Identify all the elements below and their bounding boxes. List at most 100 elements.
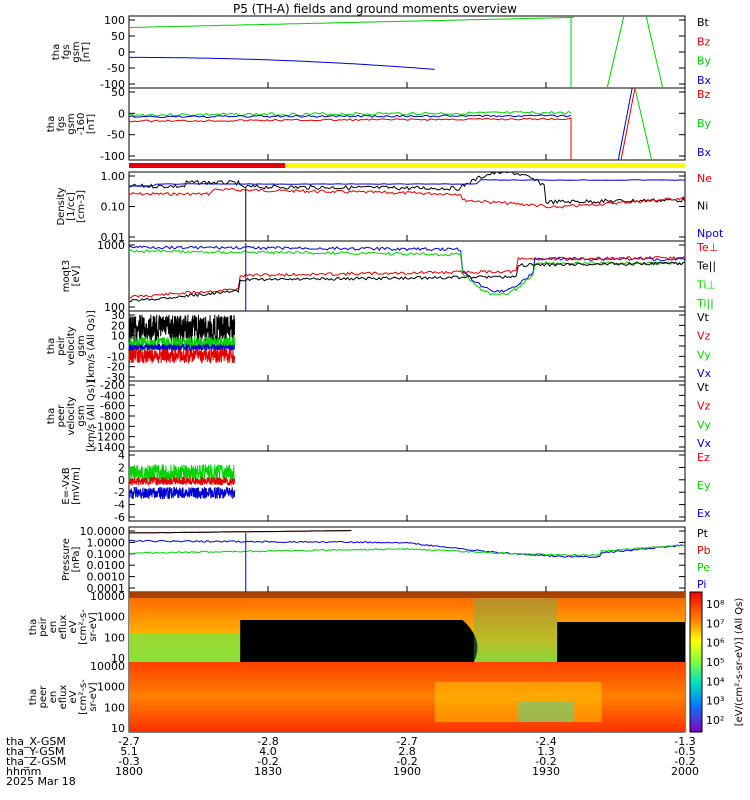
y-tick-label: -50 — [107, 129, 125, 142]
y-label-line: [cm-3] — [76, 190, 87, 223]
series-ti-perp — [128, 245, 686, 294]
xaxis-row-value: -2.7 — [396, 735, 417, 748]
legend-ey: Ey — [697, 479, 711, 492]
colorbar-tick: 10³ — [706, 695, 724, 708]
series-vt — [128, 314, 236, 343]
y-tick-label: 0.0010 — [87, 571, 126, 584]
y-label-line: peir — [56, 335, 67, 355]
y-label-line: sr-eV] — [88, 612, 99, 641]
y-tick-label: 0.1000 — [87, 548, 126, 561]
y-label-line: [1/cc] — [66, 192, 77, 221]
y-tick-label: 0.01 — [101, 231, 126, 244]
colorbar — [689, 591, 703, 733]
y-tick-label: 1000 — [97, 239, 125, 252]
legend-npot: Npot — [697, 227, 724, 240]
y-tick-label: 1.00 — [101, 170, 126, 183]
y-tick-label: -4 — [114, 499, 125, 512]
legend-ez: Ez — [697, 451, 710, 464]
chart-title: P5 (TH-A) fields and ground moments over… — [233, 2, 517, 16]
ion-low-energy-band — [129, 634, 241, 662]
y-label-line: tha — [51, 44, 62, 60]
xaxis-row-value: -0.2 — [257, 755, 278, 768]
y-tick-label: -800 — [100, 410, 125, 423]
series-ti-par — [128, 249, 686, 296]
series-te-par — [129, 261, 686, 303]
series-by — [128, 110, 572, 117]
xaxis-row-value: 1900 — [393, 765, 421, 778]
y-axis-label: tha peer en eflux eV [cm²-s-sr-eV] — [28, 679, 99, 715]
y-axis-label: tha peir en eflux eV [cm²-s-sr-eV] — [28, 609, 99, 645]
ion-no-count-region — [240, 620, 478, 662]
mode-bar-yellow — [285, 163, 685, 168]
xaxis-row-label: tha_X-GSM — [6, 735, 66, 748]
y-label-line: peer — [56, 404, 67, 428]
y-tick-label: 100 — [104, 301, 125, 314]
y-axis-label: tha peer velocity gsm [km/s (All Qs)] — [46, 380, 97, 452]
y-tick-label: 100 — [104, 14, 125, 27]
y-label-line: fgs — [61, 44, 72, 59]
xaxis-row-value: -1.3 — [674, 735, 695, 748]
y-tick-label: -1200 — [93, 431, 125, 444]
legend-by: By — [697, 55, 712, 68]
y-label-line: [mV/m] — [71, 467, 82, 505]
colorbar-label-group: [eV/(cm²-s-sr-eV)] (All Qs) — [734, 598, 745, 727]
colorbar-tick: 10⁴ — [706, 675, 725, 688]
y-label-line: velocity — [66, 396, 77, 435]
xaxis-row-value: 1830 — [254, 765, 282, 778]
y-label-line: tha — [46, 408, 57, 424]
y-tick-label: 0.0100 — [87, 559, 126, 572]
xaxis-row-value: -2.4 — [535, 735, 556, 748]
y-axis-label: moqt3 [eV] — [61, 260, 82, 293]
ion-no-count-region-2 — [557, 622, 685, 662]
y-label-line: [km/s (All Qs)] — [86, 310, 97, 382]
y-tick-label: 10 — [111, 330, 125, 343]
y-tick-label: -1400 — [93, 441, 125, 454]
y-label-line: tha — [46, 338, 57, 354]
panel-3: 1.00 0.10 0.01 Density [1/cc] [cm-3] Ne Ni Npot — [56, 170, 724, 244]
y-axis-label: tha fgs gsm -160 [nT] — [46, 113, 97, 136]
y-tick-label: -100 — [100, 78, 125, 91]
y-tick-label: -200 — [100, 379, 125, 392]
legend-vy: Vy — [697, 348, 711, 361]
y-label-line: [cm²-s- — [78, 609, 89, 645]
y-tick-label: -400 — [100, 389, 125, 402]
ion-top-band — [129, 592, 685, 598]
y-tick-label: 10 — [111, 652, 125, 665]
legend-vx: Vx — [697, 437, 712, 450]
legend-ti||: Ti|| — [696, 297, 714, 310]
y-label-line: [km/s (All Qs)] — [86, 380, 97, 452]
y-label-line: tha — [46, 116, 57, 132]
legend-pi: Pi — [697, 578, 706, 591]
xaxis-row-value: 2000 — [671, 765, 699, 778]
xaxis-row-label: hhmm — [6, 765, 41, 778]
panel-frame — [128, 380, 686, 452]
series-pe — [128, 544, 686, 557]
legend-ex: Ex — [697, 507, 711, 520]
mode-bar-red — [129, 163, 285, 168]
panel-frame — [128, 171, 686, 242]
y-label-line: en — [48, 621, 59, 634]
panel-frame — [128, 526, 686, 593]
legend-bx: Bx — [697, 146, 712, 159]
y-label-line: eV — [68, 690, 79, 703]
xaxis-row-value: -2.8 — [257, 735, 278, 748]
y-label-line: gsm — [71, 41, 82, 62]
y-tick-label: 0 — [118, 474, 125, 487]
y-tick-label: 20 — [111, 319, 125, 332]
y-tick-label: 4 — [118, 449, 125, 462]
series-bz — [128, 117, 572, 123]
y-label-line: Density — [56, 187, 67, 225]
legend-vt: Vt — [697, 311, 710, 324]
legend-bx: Bx — [697, 74, 712, 87]
legend-bz: Bz — [697, 35, 711, 48]
legend-by: By — [697, 117, 712, 130]
xaxis-row-value: 2.8 — [398, 745, 416, 758]
legend-bt: Bt — [697, 16, 710, 29]
y-axis-label: E=-VxB [mV/m] — [61, 467, 82, 505]
series-bz-spike — [620, 87, 636, 161]
legend-vt: Vt — [697, 381, 710, 394]
legend-pt: Pt — [697, 527, 709, 540]
electron-green-feature — [518, 702, 574, 722]
